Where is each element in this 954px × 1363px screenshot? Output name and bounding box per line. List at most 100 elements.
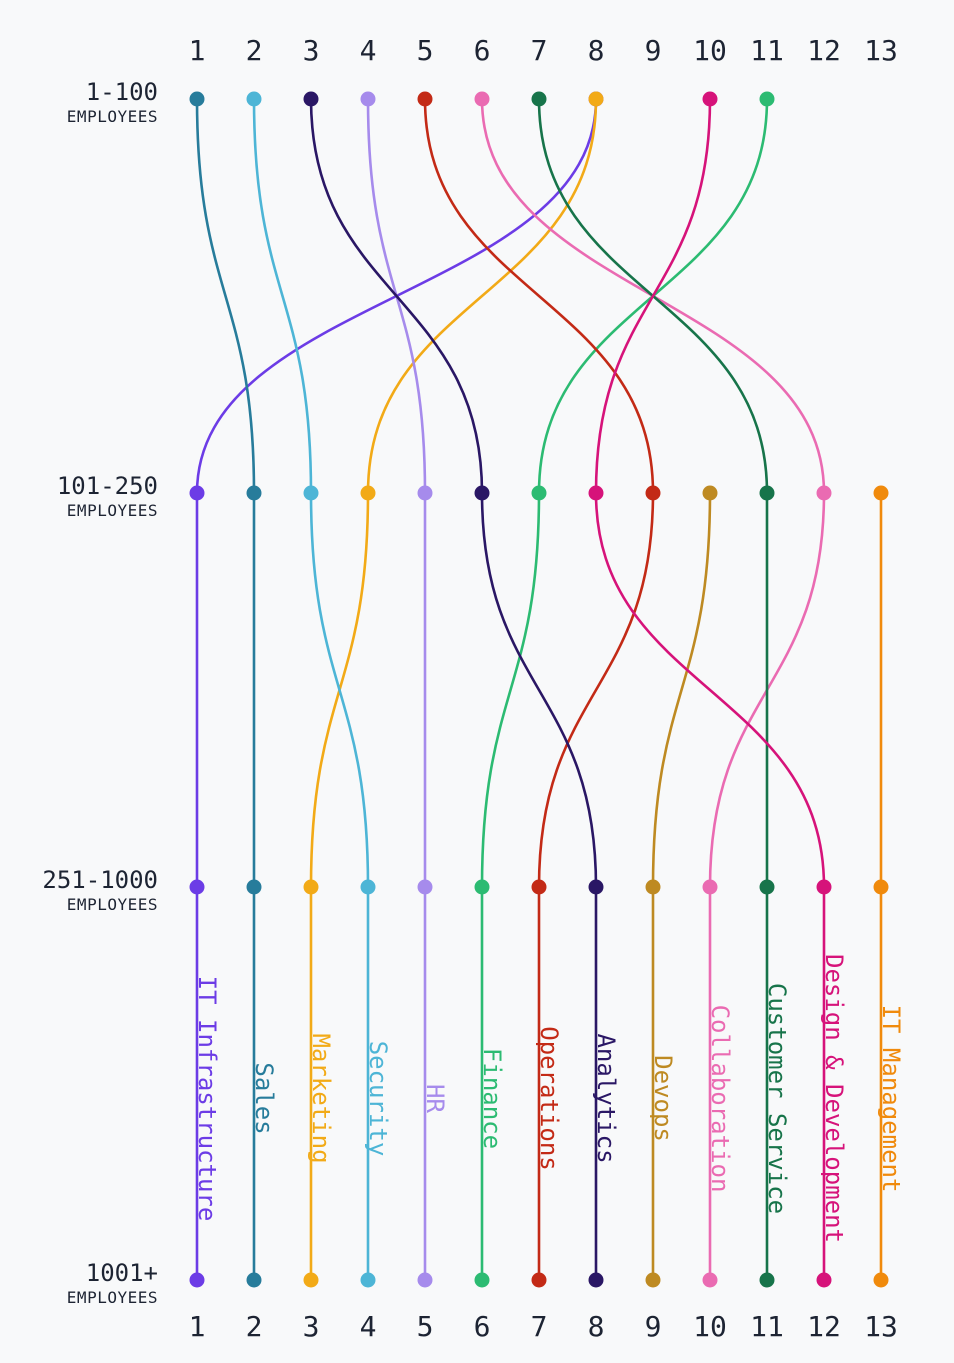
series-point-security [360, 1272, 376, 1288]
series-line-security [252, 97, 370, 1282]
series-name-devops: Devops [649, 1055, 677, 1142]
series-point-marketing [303, 879, 319, 895]
series-line-operations [423, 97, 655, 1282]
series-name-labels: IT Infrastructure Sales Marketing Security H… [193, 954, 905, 1243]
series-line-customer-service [537, 97, 769, 1282]
tier-sublabel: EMPLOYEES [67, 895, 158, 914]
series-point-finance [474, 1272, 490, 1288]
series-point-finance [531, 485, 547, 501]
series-point-customer-service [759, 485, 775, 501]
series-point-it-infrastructure [189, 879, 205, 895]
series-point-hr [417, 879, 433, 895]
series-point-marketing [588, 91, 604, 107]
rank-label-bottom-10: 10 [693, 1310, 727, 1343]
series-point-hr [360, 91, 376, 107]
series-name-operations: Operations [535, 1026, 563, 1171]
series-point-devops [702, 485, 718, 501]
rank-label-bottom-12: 12 [807, 1310, 841, 1343]
series-line-collaboration [480, 97, 826, 1282]
rank-label-bottom-2: 2 [246, 1310, 263, 1343]
series-name-it-infrastructure: IT Infrastructure [193, 976, 221, 1222]
series-name-collaboration: Collaboration [706, 1005, 734, 1193]
rank-label-top-11: 11 [750, 34, 784, 67]
series-point-it-infrastructure [189, 485, 205, 501]
series-point-operations [645, 485, 661, 501]
rank-label-bottom-5: 5 [417, 1310, 434, 1343]
series-name-sales: Sales [250, 1062, 278, 1134]
rank-label-top-6: 6 [474, 34, 491, 67]
series-line-it-infrastructure [195, 97, 598, 1282]
series-line-marketing [309, 97, 598, 1282]
series-point-analytics [474, 485, 490, 501]
rank-label-top-9: 9 [645, 34, 662, 67]
rank-label-bottom-11: 11 [750, 1310, 784, 1343]
series-point-collaboration [702, 879, 718, 895]
series-line-sales [195, 97, 256, 1282]
series-point-analytics [303, 91, 319, 107]
rank-label-top-7: 7 [531, 34, 548, 67]
series-point-it-management [873, 879, 889, 895]
rank-label-top-8: 8 [588, 34, 605, 67]
series-point-devops [645, 879, 661, 895]
series-point-customer-service [759, 879, 775, 895]
tier-label: 1001+ [86, 1259, 158, 1287]
series-point-design-development [816, 879, 832, 895]
series-name-marketing: Marketing [307, 1033, 335, 1163]
series-point-it-management [873, 1272, 889, 1288]
series-point-design-development [702, 91, 718, 107]
series-point-customer-service [759, 1272, 775, 1288]
series-point-sales [246, 485, 262, 501]
series-point-finance [474, 879, 490, 895]
series-point-operations [417, 91, 433, 107]
rank-label-top-12: 12 [807, 34, 841, 67]
rank-label-bottom-3: 3 [303, 1310, 320, 1343]
series-point-collaboration [474, 91, 490, 107]
series-name-design-development: Design & Development [820, 954, 848, 1243]
rank-label-top-1: 1 [189, 34, 206, 67]
tier-label: 101-250 [57, 472, 158, 500]
rank-label-top-2: 2 [246, 34, 263, 67]
rank-label-bottom-6: 6 [474, 1310, 491, 1343]
rank-label-bottom-7: 7 [531, 1310, 548, 1343]
series-point-analytics [588, 879, 604, 895]
series-point-finance [759, 91, 775, 107]
series-line-hr [366, 97, 427, 1282]
series-point-sales [246, 1272, 262, 1288]
series-point-design-development [588, 485, 604, 501]
series-point-collaboration [702, 1272, 718, 1288]
rank-label-bottom-8: 8 [588, 1310, 605, 1343]
tier-label: 1-100 [86, 78, 158, 106]
rank-label-top-3: 3 [303, 34, 320, 67]
series-point-customer-service [531, 91, 547, 107]
series-name-hr: HR [421, 1084, 449, 1113]
series-point-sales [246, 879, 262, 895]
tier-labels: 1-100EMPLOYEES101-250EMPLOYEES251-1000EM… [42, 78, 158, 1307]
rank-label-top-10: 10 [693, 34, 727, 67]
rank-label-top-4: 4 [360, 34, 377, 67]
series-point-devops [645, 1272, 661, 1288]
tier-sublabel: EMPLOYEES [67, 1288, 158, 1307]
tier-sublabel: EMPLOYEES [67, 107, 158, 126]
series-point-marketing [360, 485, 376, 501]
rank-label-bottom-13: 13 [864, 1310, 898, 1343]
series-point-sales [189, 91, 205, 107]
series-line-devops [651, 491, 712, 1282]
series-line-design-development [594, 97, 826, 1282]
rank-label-bottom-1: 1 [189, 1310, 206, 1343]
series-point-operations [531, 879, 547, 895]
series-name-customer-service: Customer Service [763, 983, 791, 1214]
rank-label-top-5: 5 [417, 34, 434, 67]
tier-label: 251-1000 [42, 866, 158, 894]
series-points [189, 91, 889, 1288]
series-point-analytics [588, 1272, 604, 1288]
series-name-security: Security [364, 1041, 392, 1157]
series-name-analytics: Analytics [592, 1033, 620, 1163]
series-point-security [360, 879, 376, 895]
series-point-marketing [303, 1272, 319, 1288]
series-point-security [246, 91, 262, 107]
series-point-hr [417, 485, 433, 501]
series-line-analytics [309, 97, 598, 1282]
